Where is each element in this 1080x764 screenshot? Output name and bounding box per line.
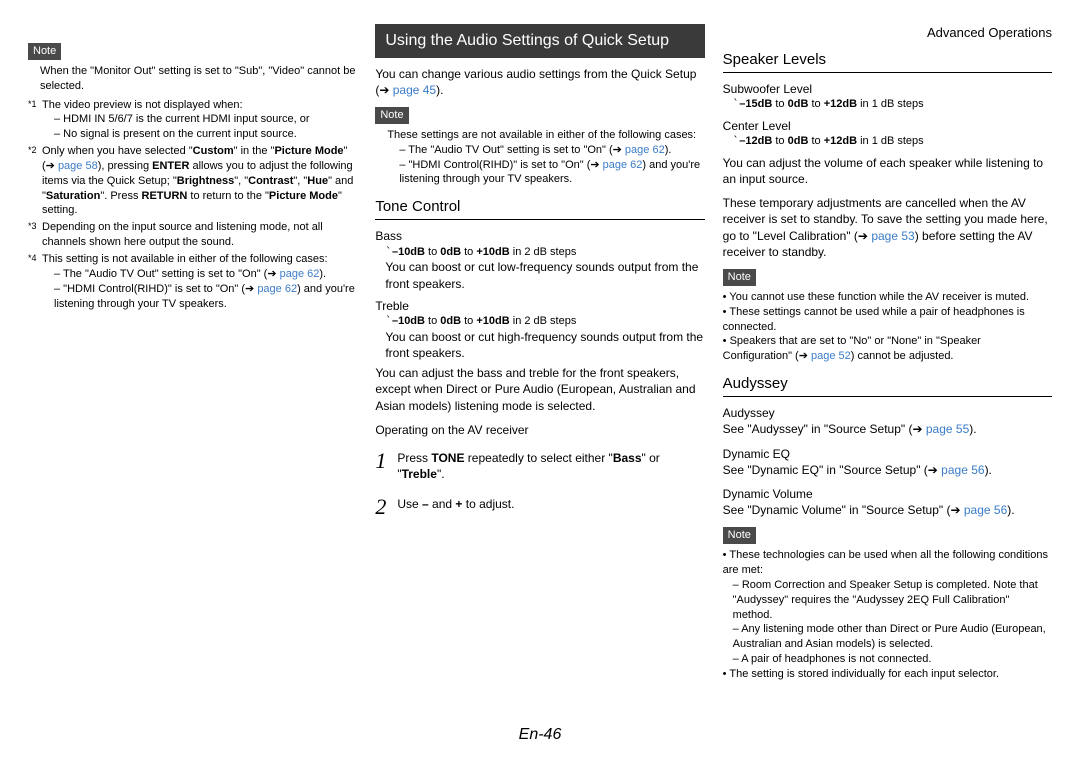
- setting-name: Dynamic Volume: [723, 486, 1052, 502]
- subsection-title: Speaker Levels: [723, 50, 1052, 73]
- subsection-title: Audyssey: [723, 374, 1052, 397]
- see-reference: See "Audyssey" in "Source Setup" (➔ page…: [723, 421, 1052, 437]
- note-list: You cannot use these function while the …: [723, 290, 1052, 364]
- note-label: Note: [28, 43, 61, 60]
- setting-range: `–12dB to 0dB to +12dB in 1 dB steps: [723, 134, 1052, 149]
- setting-desc: You can boost or cut high-frequency soun…: [375, 329, 704, 361]
- note-label: Note: [375, 107, 408, 124]
- setting-desc: You can boost or cut low-frequency sound…: [375, 259, 704, 291]
- operating-label: Operating on the AV receiver: [375, 422, 704, 438]
- page-link[interactable]: page 55: [926, 422, 969, 436]
- page-link[interactable]: page 58: [58, 160, 98, 172]
- setting-range: `–10dB to 0dB to +10dB in 2 dB steps: [375, 245, 704, 260]
- step-number: 1: [375, 446, 397, 476]
- footnote-marker: *2: [28, 144, 42, 218]
- section-heading-bar: Using the Audio Settings of Quick Setup: [375, 24, 704, 58]
- column-middle: Using the Audio Settings of Quick Setup …: [375, 24, 704, 682]
- manual-page: Note When the "Monitor Out" setting is s…: [0, 0, 1080, 682]
- note-body: When the "Monitor Out" setting is set to…: [28, 64, 357, 94]
- setting-name: Subwoofer Level: [723, 81, 1052, 97]
- page-link[interactable]: page 52: [811, 350, 851, 362]
- see-reference: See "Dynamic EQ" in "Source Setup" (➔ pa…: [723, 462, 1052, 478]
- intro-paragraph: You can change various audio settings fr…: [375, 66, 704, 98]
- page-link[interactable]: page 62: [257, 283, 297, 295]
- step-body: Press TONE repeatedly to select either "…: [397, 446, 704, 482]
- subsection-title: Tone Control: [375, 197, 704, 220]
- note-body: These settings are not available in eith…: [375, 128, 704, 187]
- footnote-body: Only when you have selected "Custom" in …: [42, 144, 357, 218]
- footnote-body: The video preview is not displayed when:…: [42, 98, 357, 143]
- page-link[interactable]: page 53: [871, 229, 914, 243]
- paragraph: You can adjust the bass and treble for t…: [375, 365, 704, 414]
- footnote-marker: *3: [28, 220, 42, 250]
- page-link[interactable]: page 62: [625, 144, 665, 156]
- step-list: 1 Press TONE repeatedly to select either…: [375, 446, 704, 522]
- footnote-body: This setting is not available in either …: [42, 252, 357, 311]
- see-reference: See "Dynamic Volume" in "Source Setup" (…: [723, 502, 1052, 518]
- step-body: Use – and + to adjust.: [397, 492, 704, 512]
- footnote-marker: *1: [28, 98, 42, 143]
- setting-name: Bass: [375, 228, 704, 244]
- note-list: – Room Correction and Speaker Setup is c…: [723, 578, 1052, 667]
- footnote-list: *1 The video preview is not displayed wh…: [28, 98, 357, 312]
- page-link[interactable]: page 56: [964, 503, 1007, 517]
- note-label: Note: [723, 527, 756, 544]
- footnote-body: Depending on the input source and listen…: [42, 220, 357, 250]
- footnote-marker: *4: [28, 252, 42, 311]
- page-link[interactable]: page 62: [603, 159, 643, 171]
- page-link[interactable]: page 56: [941, 463, 984, 477]
- setting-name: Audyssey: [723, 405, 1052, 421]
- setting-range: `–15dB to 0dB to +12dB in 1 dB steps: [723, 97, 1052, 112]
- setting-name: Center Level: [723, 118, 1052, 134]
- column-right: Advanced Operations Speaker Levels Subwo…: [723, 24, 1052, 682]
- setting-name: Treble: [375, 298, 704, 314]
- setting-name: Dynamic EQ: [723, 446, 1052, 462]
- note-label: Note: [723, 269, 756, 286]
- note-outro: • The setting is stored individually for…: [723, 667, 1052, 682]
- setting-range: `–10dB to 0dB to +10dB in 2 dB steps: [375, 314, 704, 329]
- column-left: Note When the "Monitor Out" setting is s…: [28, 24, 357, 682]
- page-link[interactable]: page 45: [393, 83, 436, 97]
- page-link[interactable]: page 62: [280, 268, 320, 280]
- page-number: En-46: [0, 724, 1080, 746]
- note-intro: • These technologies can be used when al…: [723, 548, 1052, 578]
- step-number: 2: [375, 492, 397, 522]
- page-header: Advanced Operations: [723, 24, 1052, 42]
- paragraph: These temporary adjustments are cancelle…: [723, 195, 1052, 260]
- paragraph: You can adjust the volume of each speake…: [723, 155, 1052, 187]
